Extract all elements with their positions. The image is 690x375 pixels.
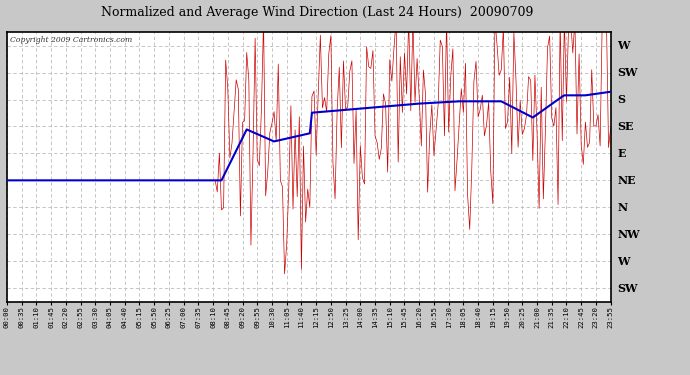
Text: Normalized and Average Wind Direction (Last 24 Hours)  20090709: Normalized and Average Wind Direction (L… [101, 6, 533, 19]
Text: E: E [618, 148, 626, 159]
Text: NE: NE [618, 175, 636, 186]
Text: N: N [618, 202, 628, 213]
Text: W: W [618, 256, 630, 267]
Text: NW: NW [618, 229, 640, 240]
Text: SW: SW [618, 67, 638, 78]
Text: SE: SE [618, 121, 634, 132]
Text: S: S [618, 94, 626, 105]
Text: SW: SW [618, 283, 638, 294]
Text: Copyright 2009 Cartronics.com: Copyright 2009 Cartronics.com [10, 36, 132, 44]
Text: W: W [618, 40, 630, 51]
